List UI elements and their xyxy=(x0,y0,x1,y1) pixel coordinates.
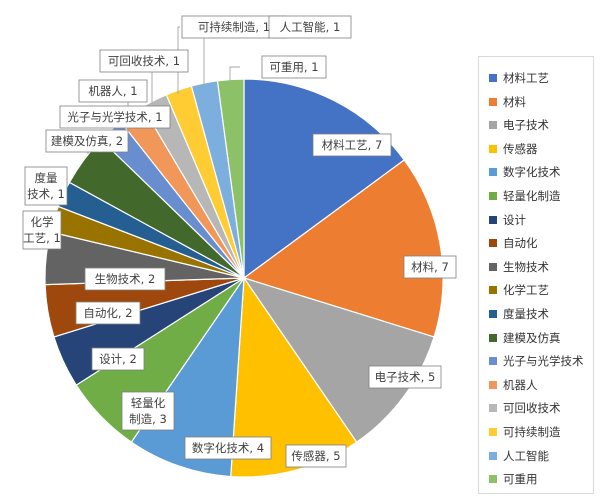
legend-swatch xyxy=(489,404,497,413)
legend-swatch xyxy=(489,74,497,82)
data-label-text: 数字化技术, 4 xyxy=(192,441,264,455)
pie-slice xyxy=(216,78,245,279)
pie-slice xyxy=(230,276,358,478)
data-label-text: 生物技术, 2 xyxy=(95,272,156,286)
data-label: 轻量化制造, 3 xyxy=(121,391,175,431)
legend-item: 机器人 xyxy=(489,376,538,394)
legend-swatch xyxy=(489,357,497,366)
data-label: 可重用, 1 xyxy=(261,55,327,79)
data-label: 数字化技术, 4 xyxy=(184,436,272,460)
data-label: 机器人, 1 xyxy=(78,79,148,103)
legend-swatch xyxy=(489,310,497,318)
leader-line xyxy=(229,66,240,82)
legend-label: 建模及仿真 xyxy=(503,330,561,345)
legend-label: 可重用 xyxy=(503,472,538,487)
legend-label: 人工智能 xyxy=(503,448,549,463)
legend-item: 数字化技术 xyxy=(489,163,561,181)
data-label-text: 设计, 2 xyxy=(99,352,137,366)
legend-label: 设计 xyxy=(503,212,526,227)
legend-item: 电子技术 xyxy=(489,116,549,134)
legend-item: 人工智能 xyxy=(489,447,549,465)
data-label: 建模及仿真, 2 xyxy=(45,129,129,153)
data-label-text: 可重用, 1 xyxy=(269,60,318,74)
legend-label: 轻量化制造 xyxy=(503,189,561,203)
legend-item: 自动化 xyxy=(489,234,538,252)
legend-item: 轻量化制造 xyxy=(489,187,561,205)
legend-label: 材料 xyxy=(503,94,526,109)
data-label: 材料, 7 xyxy=(403,255,457,279)
data-label-text: 人工智能, 1 xyxy=(280,20,341,34)
legend-swatch xyxy=(489,168,497,177)
data-label-text: 机器人, 1 xyxy=(88,84,137,98)
data-label-text: 轻量化制造, 3 xyxy=(129,396,167,426)
pie-slice xyxy=(242,159,444,338)
legend-label: 自动化 xyxy=(503,236,538,251)
legend-label: 电子技术 xyxy=(503,118,549,133)
legend-swatch xyxy=(489,428,497,436)
data-label: 生物技术, 2 xyxy=(84,267,166,291)
data-label-text: 度量技术, 1 xyxy=(27,171,65,201)
data-label: 可持续制造, 1 xyxy=(181,15,287,39)
data-label-text: 电子技术, 5 xyxy=(375,370,436,384)
data-label-text: 材料, 7 xyxy=(411,260,449,274)
legend-swatch xyxy=(489,97,497,106)
data-label: 自动化, 2 xyxy=(75,301,141,325)
legend-item: 建模及仿真 xyxy=(489,329,561,347)
legend-label: 机器人 xyxy=(503,377,538,392)
data-label-text: 传感器, 5 xyxy=(291,449,340,463)
legend-swatch xyxy=(489,475,497,484)
legend-label: 生物技术 xyxy=(503,259,549,274)
legend-item: 化学工艺 xyxy=(489,281,549,299)
legend-label: 化学工艺 xyxy=(503,283,549,298)
data-label-text: 建模及仿真, 2 xyxy=(51,134,123,148)
data-label: 传感器, 5 xyxy=(285,444,347,468)
legend-item: 设计 xyxy=(489,211,526,229)
legend-label: 可回收技术 xyxy=(503,401,561,416)
data-label: 人工智能, 1 xyxy=(268,15,352,39)
legend-swatch xyxy=(489,239,497,248)
data-label-text: 材料工艺, 7 xyxy=(322,138,383,152)
data-label-text: 化学工艺, 1 xyxy=(23,215,61,245)
data-label-text: 光子与光学技术, 1 xyxy=(67,110,162,124)
data-label: 设计, 2 xyxy=(91,347,145,371)
data-label-text: 可回收技术, 1 xyxy=(108,54,180,68)
legend-label: 传感器 xyxy=(503,141,538,156)
pie-slice xyxy=(243,78,406,280)
data-label: 电子技术, 5 xyxy=(368,365,442,389)
legend-swatch xyxy=(489,144,497,153)
legend-swatch xyxy=(489,333,497,342)
legend-item: 度量技术 xyxy=(489,305,549,323)
data-label-text: 可持续制造, 1 xyxy=(198,20,270,34)
legend-item: 可持续制造 xyxy=(489,423,561,441)
data-label: 材料工艺, 7 xyxy=(312,133,392,157)
legend-swatch xyxy=(489,121,497,130)
legend-label: 可持续制造 xyxy=(503,425,561,439)
legend-label: 材料工艺 xyxy=(503,71,549,85)
legend-item: 材料 xyxy=(489,93,526,111)
legend-swatch xyxy=(489,380,497,389)
legend-label: 度量技术 xyxy=(503,307,549,321)
legend-swatch xyxy=(489,262,497,271)
data-label: 可回收技术, 1 xyxy=(99,49,189,73)
legend: 材料工艺材料电子技术传感器数字化技术轻量化制造设计自动化生物技术化学工艺度量技术… xyxy=(478,56,594,494)
legend-label: 数字化技术 xyxy=(503,165,561,180)
legend-item: 可回收技术 xyxy=(489,399,561,417)
legend-label: 光子与光学技术 xyxy=(503,354,584,369)
legend-item: 可重用 xyxy=(489,470,538,488)
legend-item: 光子与光学技术 xyxy=(489,352,584,370)
legend-swatch xyxy=(489,451,497,460)
data-label: 度量技术, 1 xyxy=(24,166,68,206)
pie-slice xyxy=(242,276,435,443)
legend-swatch xyxy=(489,192,497,200)
data-label: 化学工艺, 1 xyxy=(22,210,62,250)
data-label: 光子与光学技术, 1 xyxy=(59,105,171,129)
legend-item: 传感器 xyxy=(489,140,538,158)
legend-swatch xyxy=(489,215,497,224)
legend-swatch xyxy=(489,286,497,295)
legend-item: 生物技术 xyxy=(489,258,549,276)
data-label-text: 自动化, 2 xyxy=(83,306,132,320)
legend-item: 材料工艺 xyxy=(489,69,549,87)
